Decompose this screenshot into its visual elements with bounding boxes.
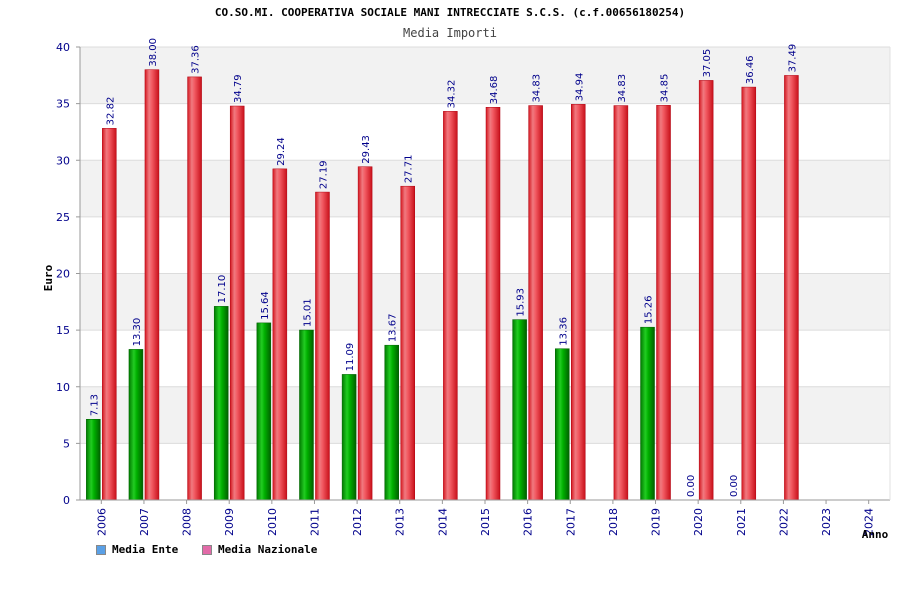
bar-media-ente [86,419,101,501]
bar-media-nazionale [144,69,160,501]
x-tick-label: 2006 [95,508,108,536]
legend-swatch-media-ente [96,544,106,555]
data-label: 13.67 [388,314,399,343]
chart-title: CO.SO.MI. COOPERATIVA SOCIALE MANI INTRE… [214,6,686,19]
y-tick-label: 40 [56,41,70,54]
y-tick-label: 5 [63,437,70,450]
bar-media-nazionale [400,185,415,501]
bar-media-nazionale [272,168,288,501]
x-tick-label: 2017 [564,508,577,536]
bar-media-nazionale [315,191,330,501]
x-axis-label: Anno [862,528,889,541]
data-label: 34.79 [233,74,244,103]
x-tick-label: 2011 [308,508,321,536]
y-tick-label: 20 [56,268,70,281]
x-tick-label: 2019 [650,508,663,536]
legend-item-media-ente: Media Ente [96,543,178,556]
x-tick-label: 2014 [436,508,449,536]
bar-media-nazionale [187,76,202,501]
bar-media-nazionale [485,106,501,501]
bar-media-nazionale [656,105,671,501]
x-tick-label: 2021 [735,508,748,536]
x-tick-label: 2024 [863,508,876,536]
data-label: 34.83 [532,74,543,103]
bar-media-nazionale [528,105,543,501]
y-tick-label: 25 [56,211,70,224]
data-label: 34.32 [446,80,457,109]
data-label: 13.36 [558,317,569,346]
data-label: 15.26 [644,296,655,325]
data-label: 15.93 [516,288,527,317]
data-label: 7.13 [89,394,100,416]
data-label: 15.01 [302,298,313,327]
y-tick-label: 0 [63,494,70,507]
data-label: 34.83 [617,74,628,103]
data-label: 29.24 [276,137,287,166]
data-label: 17.10 [217,275,228,304]
y-tick-label: 30 [56,154,70,167]
data-label: 13.30 [132,318,143,347]
data-label: 27.71 [404,155,415,184]
bar-media-ente [128,349,144,501]
data-label: 36.46 [745,55,756,84]
legend-label-media-nazionale: Media Nazionale [218,543,318,556]
x-tick-label: 2023 [820,508,833,536]
x-tick-label: 2018 [607,508,620,536]
bar-media-ente [256,322,272,501]
bar-media-ente [384,344,399,501]
x-tick-label: 2007 [138,508,151,536]
x-tick-label: 2020 [692,508,705,536]
x-tick-label: 2015 [479,508,492,536]
bar-media-ente [512,319,527,501]
bar-media-nazionale [784,75,799,501]
bar-media-ente [640,326,655,501]
y-tick-label: 10 [56,381,70,394]
data-label: 29.43 [361,135,372,164]
bar-media-ente [213,306,229,501]
x-tick-label: 2009 [223,508,236,536]
x-tick-label: 2013 [394,508,407,536]
data-label: 32.82 [105,97,116,126]
bar-media-nazionale [443,111,458,501]
y-axis-label: Euro [42,264,55,291]
x-tick-label: 2016 [522,508,535,536]
data-label: 37.49 [787,44,798,73]
bar-media-ente [555,348,570,501]
legend-label-media-ente: Media Ente [112,543,179,556]
data-label: 37.05 [702,49,713,78]
bar-media-ente [341,374,357,501]
data-label: 38.00 [148,38,159,67]
data-label: 37.36 [191,45,202,74]
data-label: 0.00 [686,475,697,497]
bar-media-nazionale [357,166,373,501]
y-tick-label: 35 [56,98,70,111]
bar-media-ente [299,329,314,501]
data-label: 15.64 [260,291,271,320]
x-tick-label: 2012 [351,508,364,536]
data-label: 27.19 [318,160,329,189]
data-label: 34.68 [489,76,500,105]
y-tick-label: 15 [56,324,70,337]
bar-media-nazionale [698,80,714,501]
x-tick-label: 2010 [266,508,279,536]
bar-media-nazionale [229,105,245,501]
x-tick-label: 2008 [181,508,194,536]
data-label: 11.09 [345,343,356,372]
legend-swatch-media-nazionale [202,544,212,555]
legend-item-media-nazionale: Media Nazionale [202,543,317,556]
bar-media-nazionale [613,105,629,501]
bar-media-nazionale [571,104,586,501]
data-label: 34.85 [660,74,671,103]
data-label: 34.94 [574,73,585,102]
bar-media-nazionale [741,86,757,501]
bar-media-nazionale [102,128,117,501]
chart-subtitle: Media Importi [403,26,497,40]
data-label: 0.00 [729,475,740,497]
x-tick-label: 2022 [777,508,790,536]
